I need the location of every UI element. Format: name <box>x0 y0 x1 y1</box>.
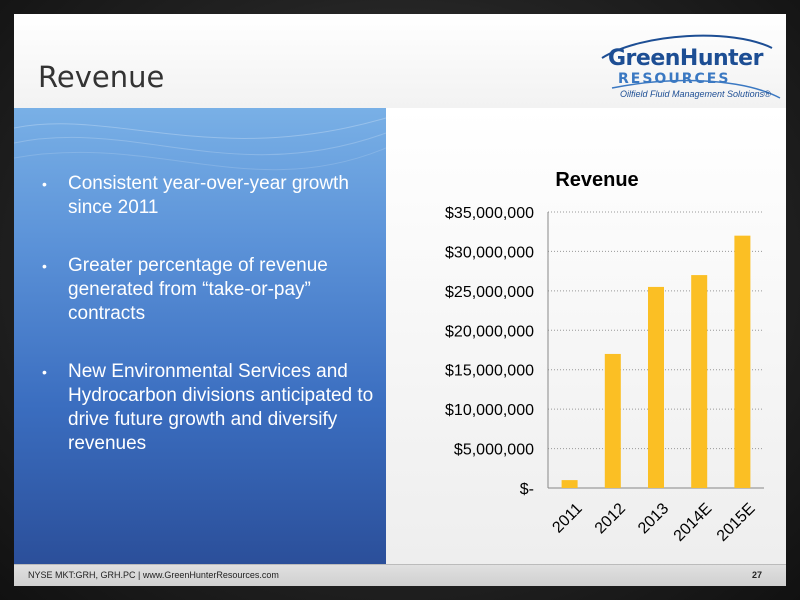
bullet-panel: • Consistent year-over-year growth since … <box>14 108 386 564</box>
y-tick-label: $5,000,000 <box>454 442 534 459</box>
page-number: 27 <box>751 570 762 580</box>
x-tick-label: 2014E <box>671 500 716 545</box>
wave-pattern-icon <box>14 117 386 171</box>
chart-panel: Revenue $- $5,000,000 $10,000,000 $15,000,0… <box>386 108 786 564</box>
x-tick-label: 2015E <box>714 500 759 545</box>
bullet-list: • Consistent year-over-year growth since … <box>36 172 376 490</box>
slide-footer: NYSE MKT:GRH, GRH.PC | www.GreenHunterRe… <box>14 564 786 586</box>
revenue-chart: Revenue $- $5,000,000 $10,000,000 $15,000,0… <box>445 169 764 545</box>
y-tick-label: $- <box>520 481 534 498</box>
bar-2011 <box>561 480 578 488</box>
logo-line1: GreenHunter <box>608 46 763 71</box>
bar-2014e <box>691 275 708 488</box>
x-tick-label: 2012 <box>592 500 629 537</box>
y-tick-label: $25,000,000 <box>445 284 534 301</box>
slide-title: Revenue <box>38 60 165 94</box>
bullet-item: • Consistent year-over-year growth since … <box>42 173 349 218</box>
x-tick-label: 2013 <box>635 500 672 537</box>
bar-2013 <box>648 286 664 488</box>
slide-header: Revenue GreenHunter RESOURCES Oilfield F… <box>14 14 786 108</box>
logo-swoosh-icon <box>601 34 781 99</box>
logo-tagline: Oilfield Fluid Management Solutions® <box>620 89 771 99</box>
bar-2012 <box>604 353 621 488</box>
y-tick-label: $35,000,000 <box>445 205 534 222</box>
company-logo: GreenHunter RESOURCES Oilfield Fluid Man… <box>582 28 782 104</box>
footer-text: NYSE MKT:GRH, GRH.PC | www.GreenHunterRe… <box>28 570 279 580</box>
bullet-text: New Environmental Services and Hydrocarb… <box>68 361 374 454</box>
bullet-text: Consistent year-over-year growth since 2… <box>68 173 349 218</box>
chart-title: Revenue <box>555 169 638 191</box>
bullet-item: • New Environmental Services and Hydrocar… <box>42 361 374 454</box>
bullet-item: • Greater percentage of revenue generated… <box>42 255 328 324</box>
y-tick-label: $15,000,000 <box>445 363 534 380</box>
y-tick-label: $10,000,000 <box>445 402 534 419</box>
x-tick-label: 2011 <box>549 500 585 536</box>
logo-line2: RESOURCES <box>618 71 731 87</box>
bar-2015e <box>734 235 751 488</box>
slide: Revenue GreenHunter RESOURCES Oilfield F… <box>14 14 786 586</box>
y-tick-label: $30,000,000 <box>445 244 534 261</box>
y-tick-label: $20,000,000 <box>445 323 534 340</box>
bullet-text: Greater percentage of revenue generated … <box>68 255 328 324</box>
